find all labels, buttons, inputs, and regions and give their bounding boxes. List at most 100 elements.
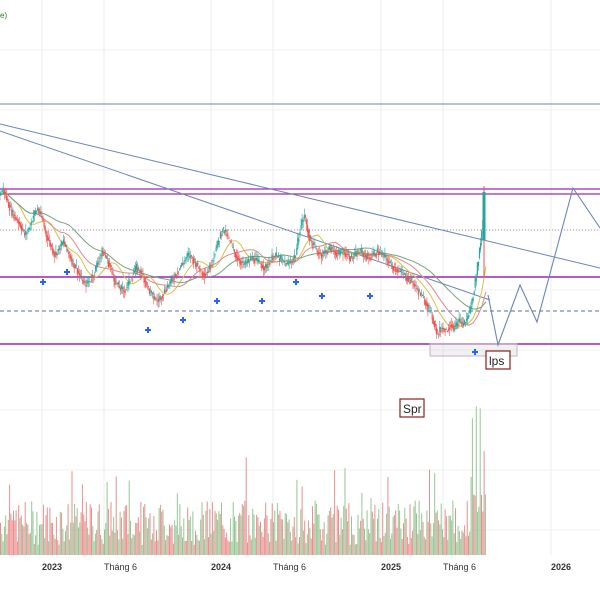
volume-bar [339, 534, 341, 555]
candle-body [120, 285, 123, 289]
volume-bar [305, 542, 307, 555]
volume-bar [241, 504, 243, 555]
candle-body [267, 266, 269, 268]
volume-bar [148, 518, 150, 555]
candle-body [383, 255, 385, 258]
volume-bar [145, 517, 147, 555]
candle-body [195, 261, 197, 268]
candle-body [32, 215, 34, 219]
volume-bar [300, 509, 302, 555]
volume-bar [33, 543, 35, 555]
candle-body [473, 291, 475, 295]
candle-body [263, 266, 266, 270]
volume-bar [416, 513, 417, 555]
candle-body [103, 253, 105, 255]
volume-bar [5, 515, 7, 555]
volume-bar [163, 525, 165, 555]
volume-bar [458, 531, 460, 555]
volume-bar [247, 542, 248, 555]
candle-body [171, 277, 173, 282]
candle-body [229, 240, 231, 242]
candle-body [328, 246, 330, 250]
volume-bar [178, 534, 180, 555]
volume-bar [343, 506, 345, 555]
candle-body [9, 204, 11, 211]
candle-body [440, 330, 442, 332]
volume-bar [263, 518, 265, 555]
volume-bar [256, 514, 258, 555]
candle-body [240, 261, 242, 266]
volume-bar [196, 534, 198, 555]
volume-bar [7, 519, 9, 555]
candle-body [475, 278, 477, 282]
x-tick-2023: 2023 [42, 562, 62, 572]
volume-bar [57, 540, 59, 555]
candle-body [175, 274, 177, 276]
candle-body [265, 264, 267, 268]
candle-body [104, 254, 106, 257]
volume-bar [63, 541, 65, 555]
candle-body [166, 289, 168, 292]
candle-body [28, 227, 30, 231]
candle-body [320, 254, 323, 259]
volume-bar [252, 508, 254, 555]
volume-bar [55, 516, 57, 555]
signal-marker [319, 293, 325, 299]
candle-body [428, 305, 430, 306]
volume-bar [461, 530, 463, 555]
candle-body [96, 262, 98, 268]
volume-bar [479, 408, 481, 555]
candle-body [295, 256, 297, 258]
candle-body [92, 276, 95, 278]
candle-body [244, 260, 246, 265]
volume-bar [288, 519, 290, 555]
volume-bar [451, 520, 453, 555]
volume-bar [85, 501, 87, 555]
candle-body [97, 262, 99, 265]
candle-body [202, 272, 204, 276]
candle-body [260, 263, 262, 268]
volume-bar [357, 515, 359, 555]
volume-bar [122, 538, 124, 555]
volume-bar [273, 522, 274, 555]
candle-body [20, 225, 23, 231]
candle-body [252, 256, 254, 259]
candle-body [119, 287, 121, 291]
volume-bar [93, 541, 95, 555]
candle-body [232, 247, 234, 248]
ma-fast-line [0, 191, 487, 330]
candle-body [439, 326, 441, 333]
volume-bar [306, 534, 308, 555]
volume-bar [254, 537, 256, 555]
volume-bar [115, 476, 117, 555]
candle-body [108, 260, 110, 267]
candle-body [441, 328, 443, 329]
candle-body [215, 247, 217, 252]
candle-body [163, 289, 166, 293]
candle-body [381, 253, 383, 254]
volume-bar [170, 527, 172, 555]
volume-bar [436, 510, 438, 555]
volume-bar [9, 484, 11, 555]
candle-body [403, 273, 405, 275]
candle-body [227, 235, 229, 236]
volume-bar [331, 517, 333, 555]
volume-bar [26, 522, 27, 555]
candle-body [56, 253, 58, 256]
volume-bar [379, 538, 381, 555]
volume-bar [452, 500, 454, 555]
candle-body [413, 282, 415, 287]
volume-bar [40, 524, 42, 555]
volume-bar [378, 509, 380, 555]
volume-bar [230, 518, 232, 555]
candle-body [203, 272, 205, 278]
volume-bar [477, 512, 479, 555]
candle-body [22, 227, 24, 230]
volume-bar [171, 524, 173, 555]
candle-body [86, 279, 88, 284]
x-tick-thang6-2023: Tháng 6 [104, 562, 137, 572]
candle-body [194, 259, 196, 261]
volume-bar [67, 504, 69, 555]
candle-body [189, 255, 191, 258]
candle-body [134, 266, 137, 272]
